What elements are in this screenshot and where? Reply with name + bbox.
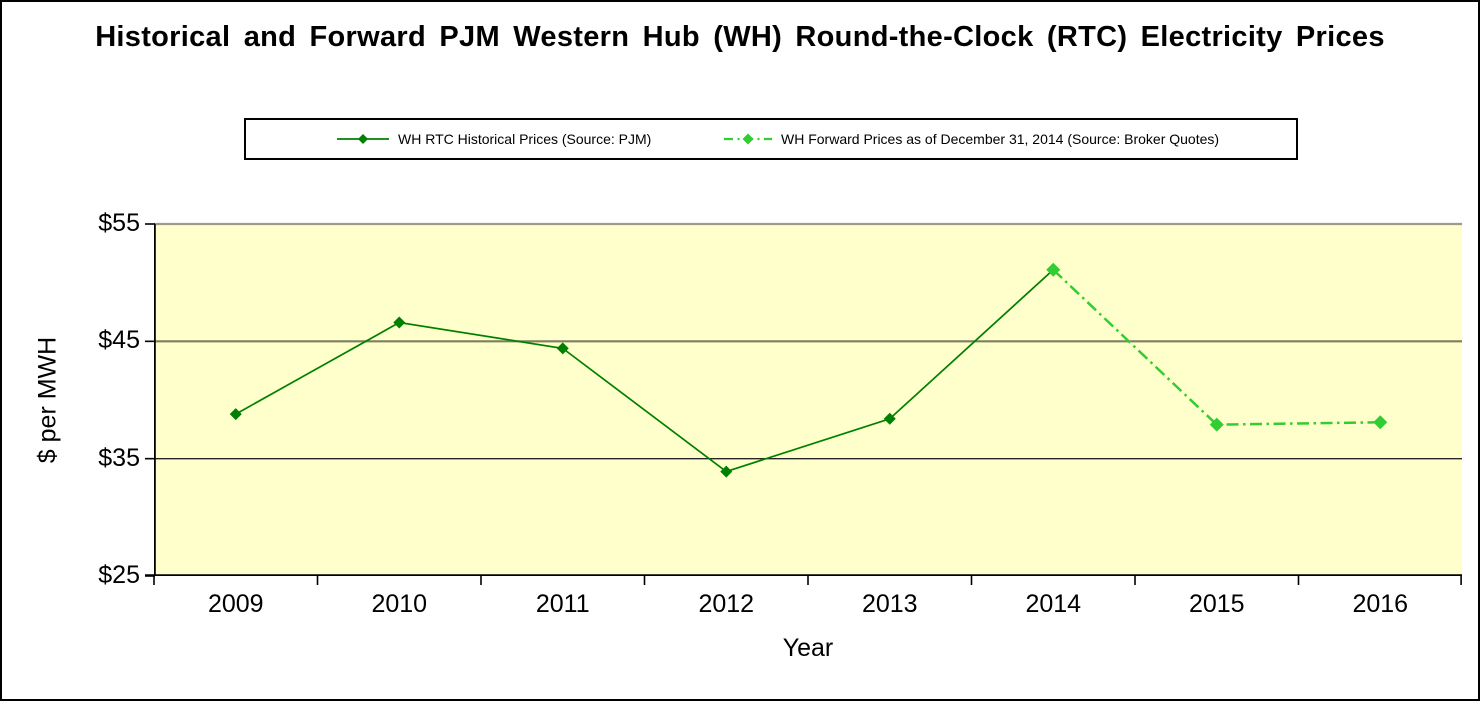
data-point-marker xyxy=(393,316,406,329)
x-tick-label: 2016 xyxy=(1352,590,1409,618)
plot-area xyxy=(145,222,1462,585)
chart-title: Historical and Forward PJM Western Hub (… xyxy=(95,21,1385,53)
y-tick-label: $25 xyxy=(98,561,140,589)
data-point-marker xyxy=(883,412,896,425)
series-line xyxy=(235,269,1054,473)
data-point-marker xyxy=(720,465,733,478)
legend-label-historical: WH RTC Historical Prices (Source: PJM) xyxy=(398,131,652,147)
x-tick-label: 2012 xyxy=(698,590,755,618)
x-tick-label: 2013 xyxy=(861,590,918,618)
data-point-marker xyxy=(1209,417,1224,432)
data-point-marker xyxy=(1373,415,1388,430)
y-tick-label: $55 xyxy=(98,209,140,237)
data-point-marker xyxy=(556,342,569,355)
historical-series-sample-icon xyxy=(337,134,389,144)
forward-series-sample-icon xyxy=(724,133,772,145)
y-tick-label: $45 xyxy=(98,326,140,355)
x-tick-label: 2015 xyxy=(1188,590,1245,618)
x-tick-label: 2010 xyxy=(371,590,428,618)
legend-item-historical: WH RTC Historical Prices (Source: PJM) xyxy=(337,131,651,147)
x-tick-label: 2014 xyxy=(1025,590,1082,618)
legend-label-forward: WH Forward Prices as of December 31, 201… xyxy=(781,131,1220,147)
series-line xyxy=(1052,268,1381,426)
legend: WH RTC Historical Prices (Source: PJM) W… xyxy=(244,118,1298,160)
x-axis-title: Year xyxy=(782,634,834,662)
x-tick-label: 2011 xyxy=(535,590,590,618)
legend-item-forward: WH Forward Prices as of December 31, 201… xyxy=(724,131,1219,147)
x-tick-label: 2009 xyxy=(207,590,264,618)
y-tick-label: $35 xyxy=(98,443,140,472)
data-point-marker xyxy=(1046,262,1061,277)
data-point-marker xyxy=(229,408,242,421)
